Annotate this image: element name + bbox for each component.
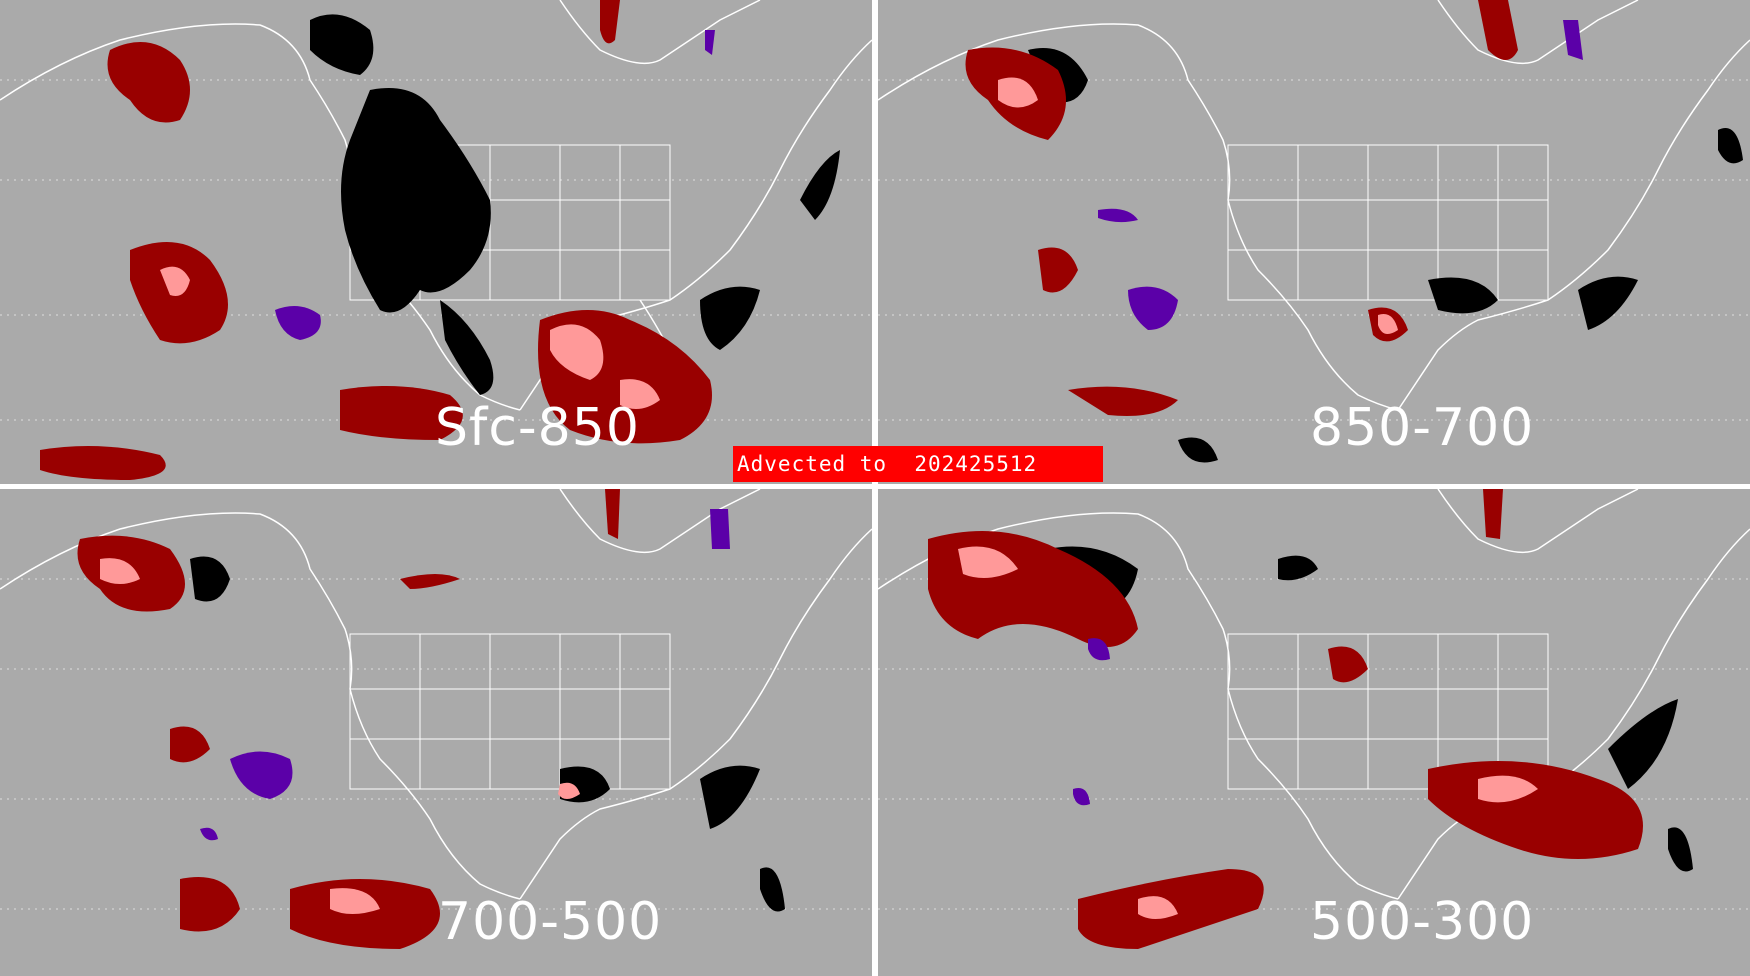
moisture-black — [190, 556, 785, 912]
graticule — [0, 578, 872, 910]
moisture-purple — [275, 30, 715, 340]
moisture-pink — [100, 558, 580, 914]
panel-850-700: 850-700 — [878, 0, 1750, 484]
map-sfc-850 — [0, 0, 872, 480]
panel-sfc-850: Sfc-850 — [0, 0, 872, 484]
moisture-purple — [200, 509, 730, 841]
panel-700-500: 700-500 — [0, 489, 872, 976]
moisture-purple — [1073, 638, 1110, 806]
advected-banner: Advected to 202425512 — [733, 446, 1103, 482]
layer-label-500-300: 500-300 — [1310, 892, 1535, 952]
coastlines — [878, 0, 1750, 411]
panel-500-300: 500-300 — [878, 489, 1750, 976]
layer-label-850-700: 850-700 — [1310, 398, 1535, 458]
layer-label-700-500: 700-500 — [438, 892, 663, 952]
map-850-700 — [878, 0, 1750, 463]
moisture-purple — [1098, 20, 1583, 330]
layer-label-sfc-850: Sfc-850 — [435, 398, 640, 458]
coastlines — [0, 489, 872, 900]
map-500-300 — [878, 489, 1750, 949]
moisture-pink — [958, 546, 1538, 919]
moisture-pink — [998, 77, 1398, 334]
map-700-500 — [0, 489, 872, 949]
state-borders — [349, 633, 671, 790]
moisture-red — [77, 489, 620, 949]
coastlines — [878, 489, 1750, 900]
moisture-pink — [160, 266, 660, 409]
state-borders — [1227, 144, 1549, 301]
moisture-black — [310, 14, 840, 395]
